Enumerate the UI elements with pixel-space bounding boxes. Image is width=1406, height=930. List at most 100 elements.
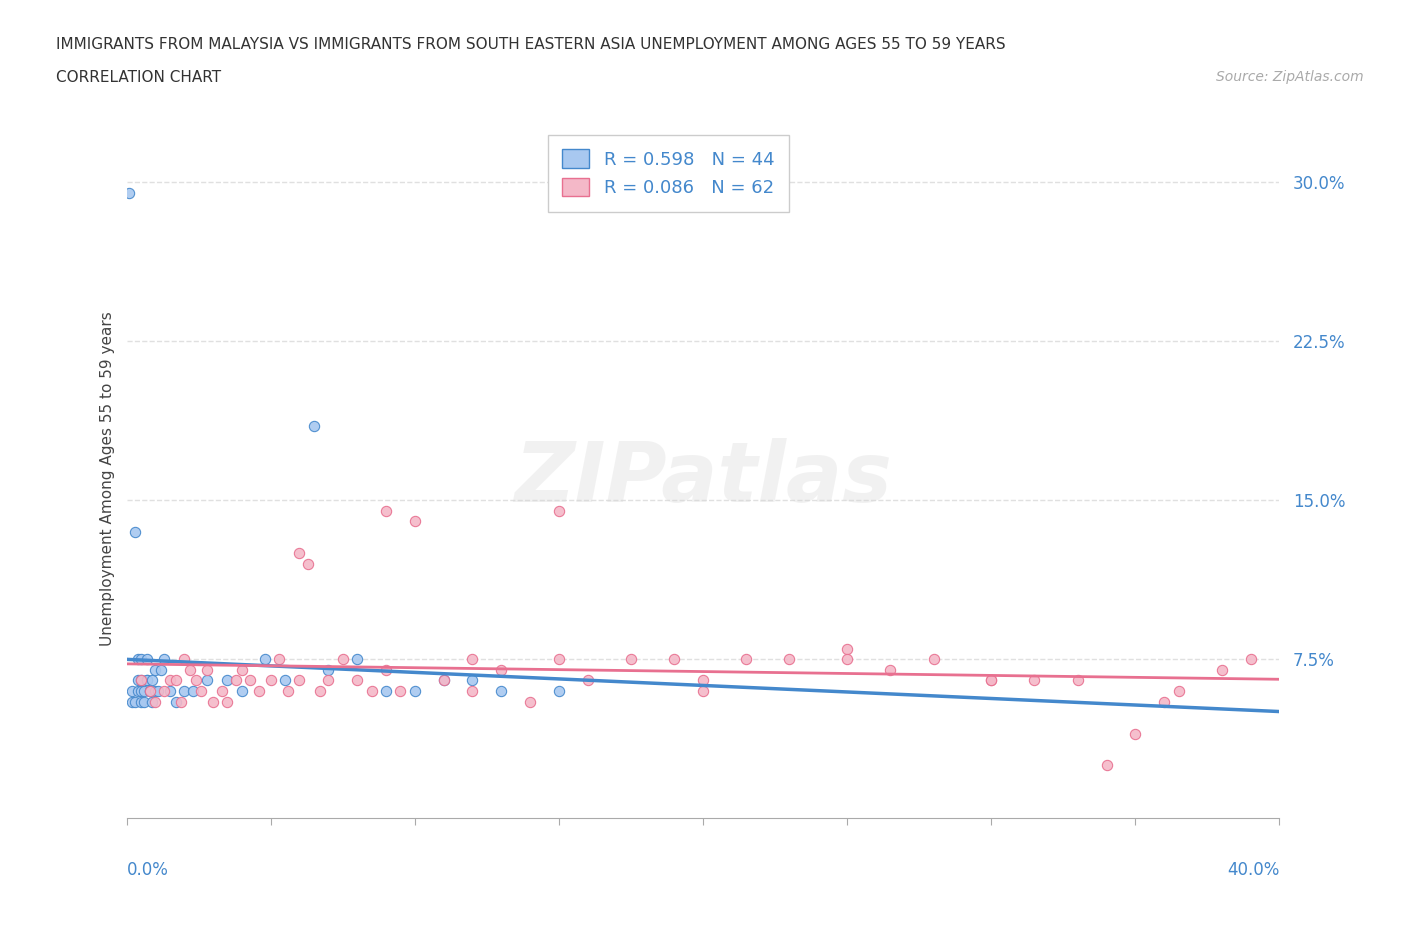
Point: [1067, 673, 1090, 688]
Point: [159, 673, 181, 688]
Point: [360, 684, 382, 698]
Point: [1240, 652, 1263, 667]
Point: [141, 695, 163, 710]
Point: [461, 684, 484, 698]
Text: CORRELATION CHART: CORRELATION CHART: [56, 70, 221, 85]
Point: [195, 662, 218, 677]
Point: [135, 673, 157, 688]
Legend: R = 0.598   N = 44, R = 0.086   N = 62: R = 0.598 N = 44, R = 0.086 N = 62: [548, 135, 789, 211]
Text: ZIPatlas: ZIPatlas: [515, 438, 891, 520]
Point: [129, 695, 152, 710]
Point: [124, 525, 146, 539]
Point: [576, 673, 599, 688]
Point: [217, 673, 239, 688]
Point: [150, 662, 173, 677]
Point: [135, 673, 157, 688]
Point: [1211, 662, 1233, 677]
Point: [374, 662, 398, 677]
Point: [118, 185, 141, 200]
Point: [217, 695, 239, 710]
Point: [519, 695, 541, 710]
Point: [211, 684, 233, 698]
Point: [692, 673, 714, 688]
Point: [138, 684, 160, 698]
Point: [132, 695, 155, 710]
Point: [548, 503, 571, 518]
Point: [288, 673, 311, 688]
Point: [129, 673, 152, 688]
Point: [181, 684, 204, 698]
Point: [1024, 673, 1046, 688]
Point: [332, 652, 354, 667]
Point: [138, 684, 160, 698]
Point: [170, 695, 193, 710]
Point: [145, 684, 166, 698]
Point: [692, 684, 714, 698]
Point: [433, 673, 456, 688]
Point: [1095, 758, 1118, 773]
Point: [491, 684, 513, 698]
Point: [231, 684, 253, 698]
Point: [165, 695, 187, 710]
Point: [129, 673, 152, 688]
Point: [253, 652, 276, 667]
Point: [277, 684, 299, 698]
Point: [127, 652, 149, 667]
Point: [620, 652, 643, 667]
Point: [225, 673, 247, 688]
Point: [173, 684, 195, 698]
Point: [239, 673, 262, 688]
Point: [148, 684, 170, 698]
Point: [835, 642, 858, 657]
Point: [179, 662, 201, 677]
Point: [153, 684, 176, 698]
Point: [922, 652, 945, 667]
Point: [129, 684, 152, 698]
Text: 0.0%: 0.0%: [127, 860, 169, 879]
Point: [404, 514, 426, 529]
Point: [835, 652, 858, 667]
Point: [1153, 695, 1175, 710]
Point: [288, 546, 311, 561]
Point: [127, 673, 149, 688]
Point: [308, 684, 330, 698]
Point: [145, 662, 166, 677]
Point: [879, 662, 901, 677]
Point: [346, 652, 368, 667]
Point: [548, 684, 571, 698]
Point: [980, 673, 1002, 688]
Point: [664, 652, 686, 667]
Point: [735, 652, 758, 667]
Point: [195, 673, 218, 688]
Point: [1125, 726, 1147, 741]
Point: [404, 684, 426, 698]
Point: [374, 503, 398, 518]
Point: [121, 695, 143, 710]
Point: [269, 652, 291, 667]
Point: [346, 673, 368, 688]
Point: [129, 652, 152, 667]
Point: [138, 684, 160, 698]
Point: [1167, 684, 1189, 698]
Point: [297, 556, 319, 571]
Text: 40.0%: 40.0%: [1227, 860, 1279, 879]
Point: [173, 652, 195, 667]
Point: [132, 684, 155, 698]
Point: [389, 684, 412, 698]
Point: [159, 684, 181, 698]
Point: [374, 684, 398, 698]
Point: [247, 684, 270, 698]
Point: [202, 695, 225, 710]
Point: [127, 684, 149, 698]
Point: [302, 418, 325, 433]
Point: [461, 652, 484, 667]
Point: [318, 673, 340, 688]
Point: [124, 695, 146, 710]
Point: [165, 673, 187, 688]
Point: [141, 673, 163, 688]
Point: [259, 673, 281, 688]
Point: [231, 662, 253, 677]
Y-axis label: Unemployment Among Ages 55 to 59 years: Unemployment Among Ages 55 to 59 years: [100, 312, 115, 646]
Point: [491, 662, 513, 677]
Point: [121, 684, 143, 698]
